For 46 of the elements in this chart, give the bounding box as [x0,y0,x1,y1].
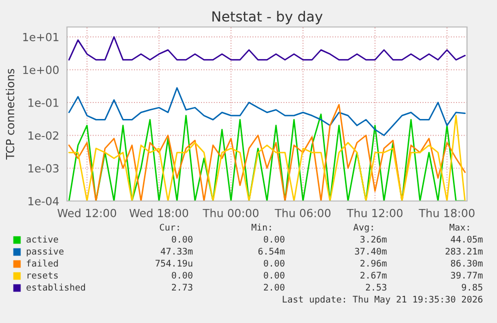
y-tick-label: 1e-03 [28,164,58,173]
text: 754.19u [156,260,192,267]
x-tick-label: Thu 00:00 [202,208,258,218]
text: 6.54m [258,248,285,255]
legend-label: resets [28,272,58,279]
text: 44.05m [450,236,483,243]
line-series [68,87,466,136]
text: 39.77m [450,272,483,279]
text: 2.00 [264,284,284,291]
text: 0.00 [264,272,284,279]
text: 0.00 [172,272,192,279]
text: 0.00 [264,260,284,267]
text: 283.21m [446,248,483,255]
text: 2.96m [360,260,387,267]
line-series [68,36,466,61]
y-tick-label: 1e-01 [28,98,58,107]
chart-title: Netstat - by day [212,10,323,24]
y-axis-title: TCP connections [6,68,14,160]
text: 0.00 [172,236,192,243]
y-tick-label: 1e+00 [23,66,59,74]
text: Min: [252,224,271,231]
text: Avg: [353,224,373,232]
y-tick-label: 1e-02 [28,131,58,140]
text: 9.85 [462,284,482,291]
text: 2.73 [172,284,192,291]
text: 2.67m [360,272,387,279]
text: Last update: Thu May 21 19:35:30 2026 [282,296,482,304]
text: 47.33m [160,248,193,255]
legend-label: active [26,236,58,243]
y-tick-label: 1e-04 [28,196,59,206]
x-tick-label: Thu 18:00 [418,208,474,218]
legend-label: failed [26,260,58,267]
x-tick-label: Wed 18:00 [129,208,188,218]
text: 3.26m [360,236,387,243]
text: 86.30m [450,260,483,267]
legend-label: established [26,284,85,291]
legend-label: passive [26,248,64,256]
y-tick-label: 1e+01 [23,32,58,42]
x-tick-label: Thu 12:00 [346,208,402,218]
x-tick-label: Thu 06:00 [274,208,330,218]
text: Max: [450,224,469,231]
x-tick-label: Wed 12:00 [57,208,116,218]
text: 37.40m [354,248,387,255]
text: 2.53 [366,284,386,291]
text: 0.00 [264,236,284,243]
text: Cur: [160,224,179,231]
